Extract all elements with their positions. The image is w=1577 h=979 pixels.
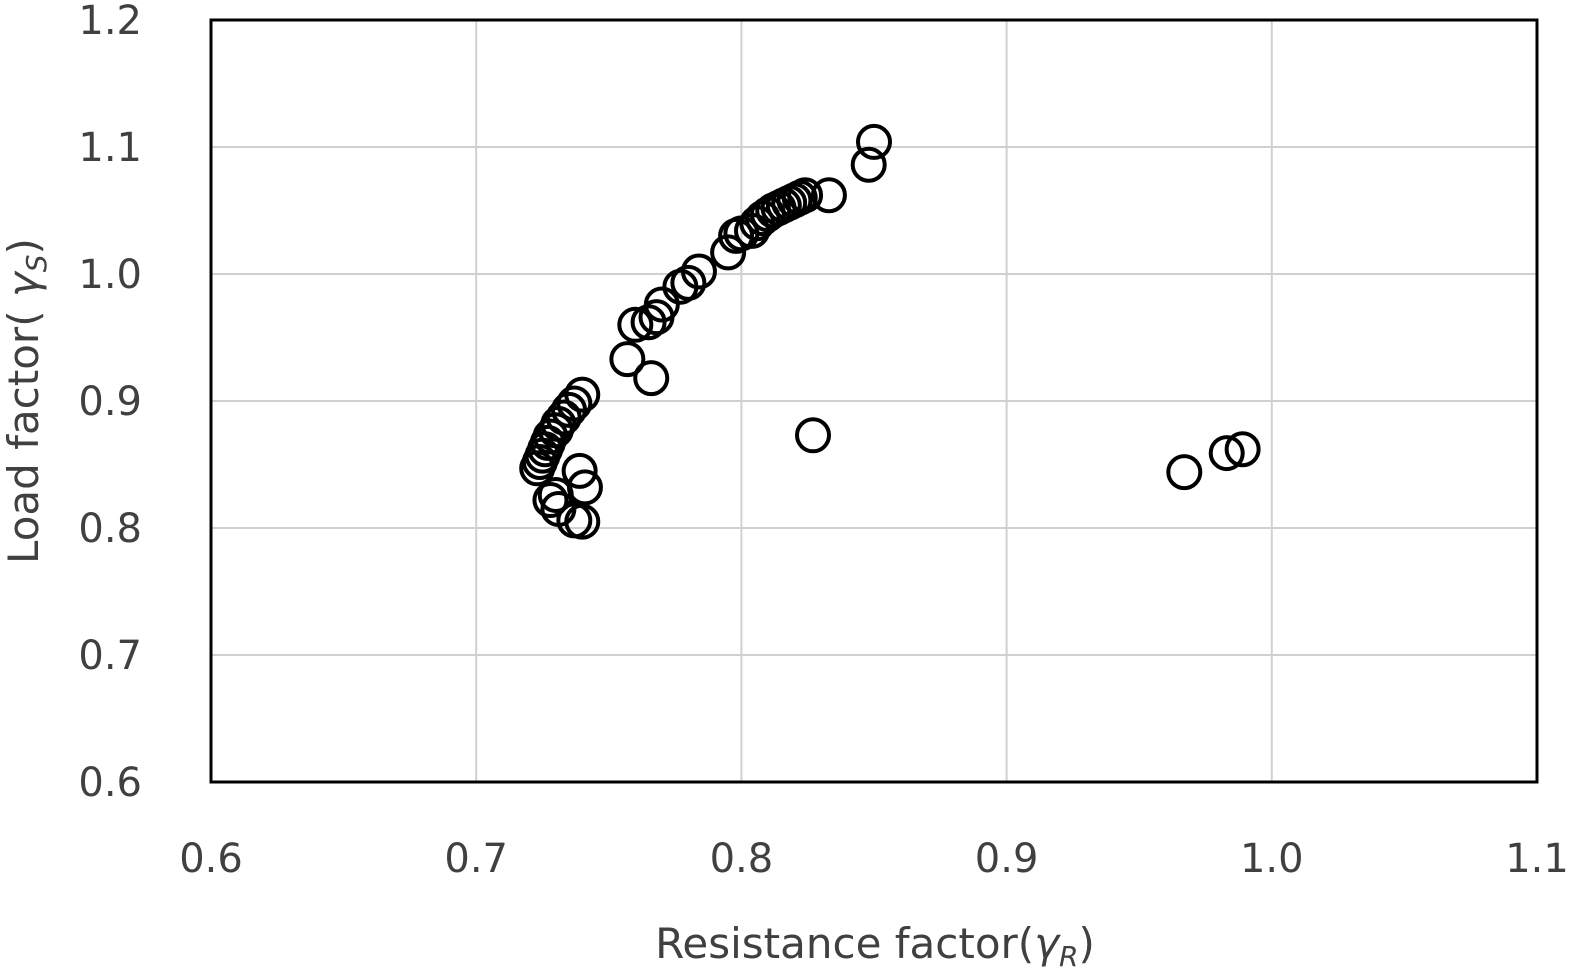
x-axis-title-symbol: γ — [1034, 919, 1061, 968]
data-point — [795, 417, 832, 454]
y-axis-title-text: Load factor( — [0, 297, 48, 564]
x-axis-ticks: 0.6 0.7 0.8 0.9 1.0 1.1 — [179, 836, 1569, 882]
data-point — [519, 450, 556, 487]
data-point — [617, 306, 654, 343]
data-point — [532, 482, 569, 519]
y-tick-label: 0.6 — [78, 760, 142, 806]
y-axis-title-symbol: γ — [0, 270, 48, 297]
y-tick-label: 0.7 — [78, 633, 142, 679]
data-point — [564, 503, 601, 540]
y-tick-label: 1.1 — [78, 125, 142, 171]
x-tick-label: 0.6 — [179, 836, 243, 882]
data-point — [633, 360, 670, 397]
y-tick-label: 1.2 — [78, 0, 142, 44]
data-point — [1208, 435, 1245, 472]
data-point — [718, 217, 755, 254]
data-points — [519, 123, 1261, 540]
data-point — [638, 299, 675, 336]
x-axis-title-text: Resistance factor( — [655, 919, 1034, 968]
data-point — [810, 177, 847, 214]
x-axis-title: Resistance factor(γR) — [655, 919, 1095, 973]
x-tick-label: 1.0 — [1240, 836, 1304, 882]
data-point — [630, 304, 667, 341]
y-tick-label: 0.9 — [78, 379, 142, 425]
plot-area-border — [209, 18, 1539, 784]
x-axis-title-subscript: R — [1059, 940, 1078, 973]
grid — [211, 20, 1537, 782]
data-point — [856, 123, 892, 160]
y-axis-title: Load factor( γS) — [0, 238, 53, 564]
data-point — [850, 146, 887, 183]
data-point — [1166, 454, 1203, 491]
data-point — [609, 341, 646, 378]
y-axis-title-close: ) — [0, 238, 48, 254]
y-tick-label: 1.0 — [78, 252, 142, 298]
data-point — [710, 234, 747, 271]
y-tick-label: 0.8 — [78, 506, 142, 552]
x-tick-label: 0.9 — [975, 836, 1039, 882]
x-tick-label: 0.8 — [710, 836, 774, 882]
x-axis-title-close: ) — [1079, 919, 1095, 968]
x-tick-label: 1.1 — [1505, 836, 1569, 882]
y-axis-ticks: 0.6 0.7 0.8 0.9 1.0 1.1 1.2 — [78, 0, 142, 806]
data-point — [561, 452, 598, 489]
data-point — [537, 476, 574, 513]
data-point — [1224, 431, 1261, 468]
y-axis-title-subscript: S — [20, 254, 53, 272]
x-tick-label: 0.7 — [444, 836, 508, 882]
